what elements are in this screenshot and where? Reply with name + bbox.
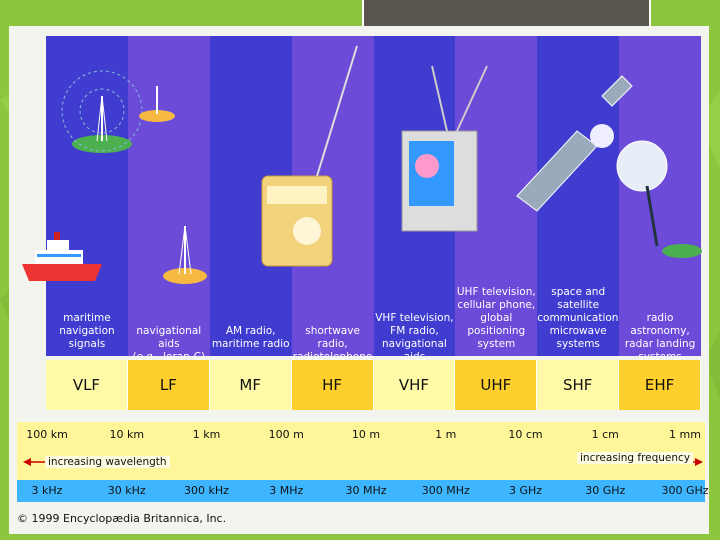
band-description-line: global	[480, 312, 513, 324]
band-abbr-shf: SHF	[537, 360, 620, 410]
title-placeholder-box	[362, 0, 651, 26]
band-description-line: AM radio,	[225, 325, 276, 337]
band-description-line: radar landing	[624, 338, 696, 350]
band-description-line: signals	[68, 338, 106, 350]
band-description-line: microwave	[549, 325, 607, 337]
ship-icon	[22, 232, 102, 281]
increasing-wavelength-label: increasing wavelength	[45, 456, 170, 468]
band-column-vlf: maritime navigation signals	[46, 36, 128, 356]
band-description-line: VHF television,	[375, 312, 454, 324]
wavelength-scale: 100 km 10 km 1 km 100 m 10 m 1 m 10 cm 1 cm 1 mm…	[17, 422, 705, 480]
band-abbr-mf: MF	[209, 360, 292, 410]
satellite-icon	[516, 75, 633, 212]
band-description-line: communications,	[537, 312, 628, 324]
wavelengths-tick: 10 cm	[508, 428, 543, 441]
wavelengths-tick: 1 cm	[591, 428, 619, 441]
band-description: UHF television, cellular phone, global posi…	[455, 286, 537, 351]
band-description-line: shortwave radio,	[305, 325, 360, 350]
band-description-line: maritime	[63, 312, 111, 324]
band-description-line: systems	[556, 338, 600, 350]
radio-spectrum-figure: maritime navigation signals navigational ai…	[17, 36, 709, 530]
increasing-frequency-label: increasing frequency	[577, 452, 694, 464]
band-description-line: positioning	[467, 325, 526, 337]
band-description: AM radio, maritime radio	[210, 325, 292, 351]
wavelengths-tick: 100 m	[268, 428, 304, 441]
illustrations	[22, 45, 702, 284]
band-description-line: navigation	[59, 325, 115, 337]
band-column-ehf: radio astronomy, radar landing systems	[619, 36, 701, 363]
frequencies-tick: 300 kHz	[184, 484, 229, 497]
frequencies-tick: 3 GHz	[508, 484, 543, 497]
frequencies-tick: 300 MHz	[421, 484, 470, 497]
band-description-line: FM radio,	[390, 325, 439, 337]
band-description-line: satellite	[557, 299, 600, 311]
band-abbr-hf: HF	[291, 360, 374, 410]
band-description: maritime navigation signals	[46, 312, 128, 351]
loran-tower-icon	[139, 86, 207, 284]
wavelengths-tick: 100 km	[26, 428, 68, 441]
radio-tower-icon	[61, 70, 143, 153]
band-description-line: navigational aids	[136, 325, 202, 350]
radio-icon	[261, 45, 358, 267]
radar-dish-icon	[616, 140, 702, 258]
copyright-text: © 1999 Encyclopædia Britannica, Inc.	[17, 512, 227, 525]
band-abbr-lf: LF	[127, 360, 210, 410]
band-description-line: space and	[551, 286, 606, 298]
frequency-scale: 3 kHz 30 kHz 300 kHz 3 MHz 30 MHz 300 MHz 3 GH…	[17, 480, 709, 502]
wavelengths-tick: 10 km	[109, 428, 145, 441]
television-icon	[401, 65, 488, 232]
frequencies-tick: 30 MHz	[345, 484, 387, 497]
wavelengths-tick: 1 mm	[669, 428, 701, 441]
band-description-line: cellular phone,	[457, 299, 536, 311]
wavelengths-tick: 10 m	[351, 428, 381, 441]
band-abbr-uhf: UHF	[455, 360, 538, 410]
band-abbr-vhf: VHF	[373, 360, 456, 410]
wavelengths-tick: 1 km	[192, 428, 221, 441]
band-description: space and satellite communications, microwa…	[537, 286, 628, 351]
band-description-line: UHF television,	[456, 286, 536, 298]
band-description-line: system	[477, 338, 516, 350]
wavelengths-tick: 1 m	[435, 428, 457, 441]
frequencies-tick: 3 kHz	[31, 484, 63, 497]
frequencies-tick: 30 GHz	[585, 484, 626, 497]
band-abbr-ehf: EHF	[619, 360, 701, 410]
frequencies-tick: 30 kHz	[107, 484, 146, 497]
band-abbreviation-row: VLF LF MF HF VHF UHF SHF EHF	[46, 360, 701, 410]
band-description-line: radio astronomy,	[630, 312, 690, 337]
band-description-line: maritime radio	[211, 338, 290, 350]
frequencies-tick: 300 GHz	[661, 484, 709, 497]
band-abbr-vlf: VLF	[46, 360, 128, 410]
frequencies-tick: 3 MHz	[269, 484, 304, 497]
